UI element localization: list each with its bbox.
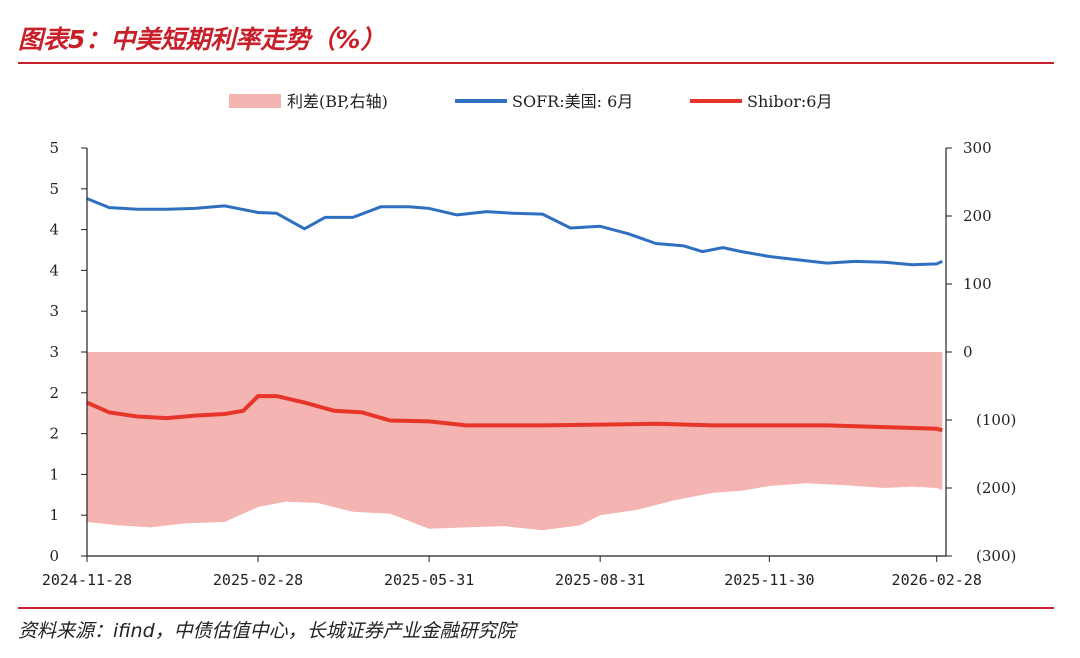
x-tick-label: 2026-02-28	[892, 571, 982, 589]
source-note: 资料来源：ifind，中债估值中心，长城证券产业金融研究院	[18, 620, 516, 642]
x-tick-label: 2025-08-31	[555, 571, 645, 589]
legend-label-shibor: Shibor:6月	[747, 92, 832, 111]
chart-title: 图表5：中美短期利率走势（%）	[18, 25, 386, 54]
legend: 利差(BP,右轴) SOFR:美国: 6月 Shibor:6月	[229, 92, 832, 111]
left-tick-label: 3	[49, 343, 59, 361]
right-tick-label: 200	[963, 207, 992, 225]
right-tick-label: 0	[963, 343, 973, 361]
plot-area	[86, 197, 943, 531]
left-tick-label: 1	[49, 506, 59, 524]
left-tick-label: 2	[49, 384, 59, 402]
x-tick-label: 2025-05-31	[384, 571, 474, 589]
x-tick-label: 2025-02-28	[213, 571, 303, 589]
right-tick-label: (100)	[976, 411, 1016, 429]
left-tick-label: 1	[49, 465, 59, 483]
legend-swatch-spread	[229, 94, 281, 108]
right-tick-label: 300	[963, 139, 992, 157]
left-tick-label: 4	[49, 261, 59, 279]
left-tick-label: 0	[49, 547, 59, 565]
right-tick-label: (200)	[976, 479, 1016, 497]
x-tick-label: 2024-11-28	[42, 571, 132, 589]
right-tick-label: 100	[963, 275, 992, 293]
left-tick-label: 5	[49, 139, 59, 157]
axes: 0 1 1 2 2 3 3 4 4 5 5 (300) (200) (100) 0 100 200 300 2024…	[42, 139, 1017, 589]
sofr-line	[86, 197, 943, 267]
shibor-line	[86, 394, 943, 433]
left-tick-label: 2	[49, 425, 59, 443]
left-tick-label: 5	[49, 180, 59, 198]
legend-label-spread: 利差(BP,右轴)	[287, 92, 388, 111]
title-rule	[18, 62, 1054, 64]
spread-area	[87, 352, 943, 531]
left-tick-label: 4	[49, 221, 59, 239]
right-tick-label: (300)	[976, 547, 1016, 565]
legend-label-sofr: SOFR:美国: 6月	[512, 92, 633, 111]
source-rule	[18, 607, 1054, 609]
x-tick-label: 2025-11-30	[724, 571, 814, 589]
left-tick-label: 3	[49, 302, 59, 320]
chart: 0 1 1 2 2 3 3 4 4 5 5 (300) (200) (100) 0 100 200 300 2024…	[42, 92, 1017, 589]
